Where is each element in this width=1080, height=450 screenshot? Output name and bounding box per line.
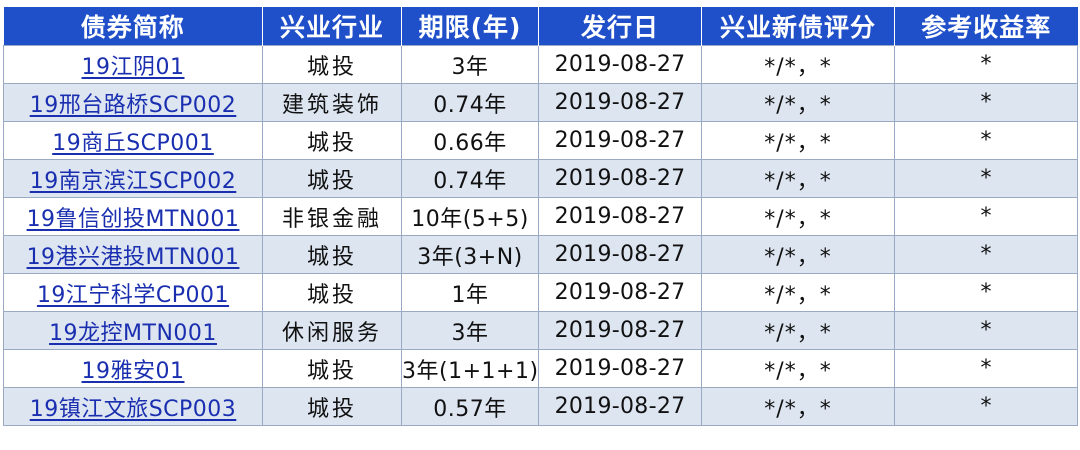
table-row: 19南京滨江SCP002 城投 0.74年 2019-08-27 */*，* * [3, 159, 1078, 198]
cell-industry: 城投 [262, 349, 402, 388]
cell-term: 10年(5+5) [401, 197, 539, 236]
table-row: 19江宁科学CP001 城投 1年 2019-08-27 */*，* * [3, 273, 1078, 312]
cell-issue-date: 2019-08-27 [538, 197, 702, 236]
cell-issue-date: 2019-08-27 [538, 349, 702, 388]
cell-bond-name: 19邢台路桥SCP002 [3, 83, 263, 122]
cell-rating: */*，* [701, 83, 895, 122]
cell-term: 0.66年 [401, 121, 539, 160]
cell-industry: 休闲服务 [262, 311, 402, 350]
cell-yield: * [894, 159, 1078, 198]
cell-issue-date: 2019-08-27 [538, 121, 702, 160]
cell-issue-date: 2019-08-27 [538, 311, 702, 350]
cell-issue-date: 2019-08-27 [538, 45, 702, 84]
cell-term: 0.57年 [401, 387, 539, 426]
table-row: 19镇江文旅SCP003 城投 0.57年 2019-08-27 */*，* * [3, 387, 1078, 426]
cell-term: 3年(1+1+1) [401, 349, 539, 388]
table-row: 19雅安01 城投 3年(1+1+1) 2019-08-27 */*，* * [3, 349, 1078, 388]
table-row: 19江阴01 城投 3年 2019-08-27 */*，* * [3, 45, 1078, 84]
bond-name-link[interactable]: 19邢台路桥SCP002 [29, 92, 237, 118]
table-row: 19龙控MTN001 休闲服务 3年 2019-08-27 */*，* * [3, 311, 1078, 350]
cell-term: 3年(3+N) [401, 235, 539, 274]
cell-bond-name: 19镇江文旅SCP003 [3, 387, 263, 426]
header-term: 期限(年) [401, 7, 539, 46]
cell-industry: 城投 [262, 387, 402, 426]
cell-bond-name: 19江宁科学CP001 [3, 273, 263, 312]
table-row: 19邢台路桥SCP002 建筑装饰 0.74年 2019-08-27 */*，* * [3, 83, 1078, 122]
cell-term: 0.74年 [401, 159, 539, 198]
bond-table-container: 债券简称 兴业行业 期限(年) 发行日 兴业新债评分 参考收益率 19江阴01 城… [3, 7, 1078, 426]
header-industry: 兴业行业 [262, 7, 402, 46]
header-issue-date: 发行日 [538, 7, 702, 46]
header-yield: 参考收益率 [894, 7, 1078, 46]
cell-issue-date: 2019-08-27 [538, 83, 702, 122]
cell-industry: 城投 [262, 159, 402, 198]
cell-industry: 城投 [262, 273, 402, 312]
cell-rating: */*，* [701, 349, 895, 388]
cell-yield: * [894, 349, 1078, 388]
header-bond-name: 债券简称 [3, 7, 263, 46]
cell-issue-date: 2019-08-27 [538, 235, 702, 274]
cell-bond-name: 19商丘SCP001 [3, 121, 263, 160]
bond-name-link[interactable]: 19港兴港投MTN001 [26, 244, 240, 270]
cell-industry: 城投 [262, 235, 402, 274]
cell-rating: */*，* [701, 159, 895, 198]
cell-bond-name: 19江阴01 [3, 45, 263, 84]
cell-rating: */*，* [701, 311, 895, 350]
table-row: 19商丘SCP001 城投 0.66年 2019-08-27 */*，* * [3, 121, 1078, 160]
cell-yield: * [894, 273, 1078, 312]
cell-yield: * [894, 311, 1078, 350]
header-rating: 兴业新债评分 [701, 7, 895, 46]
cell-bond-name: 19雅安01 [3, 349, 263, 388]
cell-term: 1年 [401, 273, 539, 312]
cell-rating: */*，* [701, 235, 895, 274]
cell-industry: 城投 [262, 121, 402, 160]
bond-name-link[interactable]: 19江阴01 [81, 54, 185, 80]
cell-yield: * [894, 387, 1078, 426]
cell-issue-date: 2019-08-27 [538, 387, 702, 426]
bond-name-link[interactable]: 19鲁信创投MTN001 [26, 206, 240, 232]
cell-rating: */*，* [701, 45, 895, 84]
cell-issue-date: 2019-08-27 [538, 159, 702, 198]
cell-industry: 非银金融 [262, 197, 402, 236]
cell-yield: * [894, 83, 1078, 122]
cell-issue-date: 2019-08-27 [538, 273, 702, 312]
cell-rating: */*，* [701, 121, 895, 160]
cell-term: 3年 [401, 45, 539, 84]
cell-rating: */*，* [701, 273, 895, 312]
new-bond-table: 债券简称 兴业行业 期限(年) 发行日 兴业新债评分 参考收益率 19江阴01 城… [3, 7, 1078, 426]
bond-name-link[interactable]: 19龙控MTN001 [49, 320, 217, 346]
cell-bond-name: 19南京滨江SCP002 [3, 159, 263, 198]
cell-industry: 城投 [262, 45, 402, 84]
cell-rating: */*，* [701, 387, 895, 426]
bond-name-link[interactable]: 19南京滨江SCP002 [29, 168, 237, 194]
cell-bond-name: 19港兴港投MTN001 [3, 235, 263, 274]
bond-name-link[interactable]: 19镇江文旅SCP003 [29, 396, 237, 422]
cell-bond-name: 19龙控MTN001 [3, 311, 263, 350]
cell-industry: 建筑装饰 [262, 83, 402, 122]
cell-yield: * [894, 45, 1078, 84]
cell-yield: * [894, 235, 1078, 274]
cell-bond-name: 19鲁信创投MTN001 [3, 197, 263, 236]
bond-name-link[interactable]: 19江宁科学CP001 [36, 282, 230, 308]
table-body: 19江阴01 城投 3年 2019-08-27 */*，* * 19邢台路桥SCP002 建筑… [3, 45, 1078, 426]
cell-rating: */*，* [701, 197, 895, 236]
cell-yield: * [894, 121, 1078, 160]
cell-yield: * [894, 197, 1078, 236]
table-row: 19港兴港投MTN001 城投 3年(3+N) 2019-08-27 */*，* * [3, 235, 1078, 274]
cell-term: 3年 [401, 311, 539, 350]
bond-name-link[interactable]: 19商丘SCP001 [52, 130, 214, 156]
cell-term: 0.74年 [401, 83, 539, 122]
table-row: 19鲁信创投MTN001 非银金融 10年(5+5) 2019-08-27 */*，* * [3, 197, 1078, 236]
table-header-row: 债券简称 兴业行业 期限(年) 发行日 兴业新债评分 参考收益率 [3, 7, 1078, 46]
bond-name-link[interactable]: 19雅安01 [81, 358, 185, 384]
